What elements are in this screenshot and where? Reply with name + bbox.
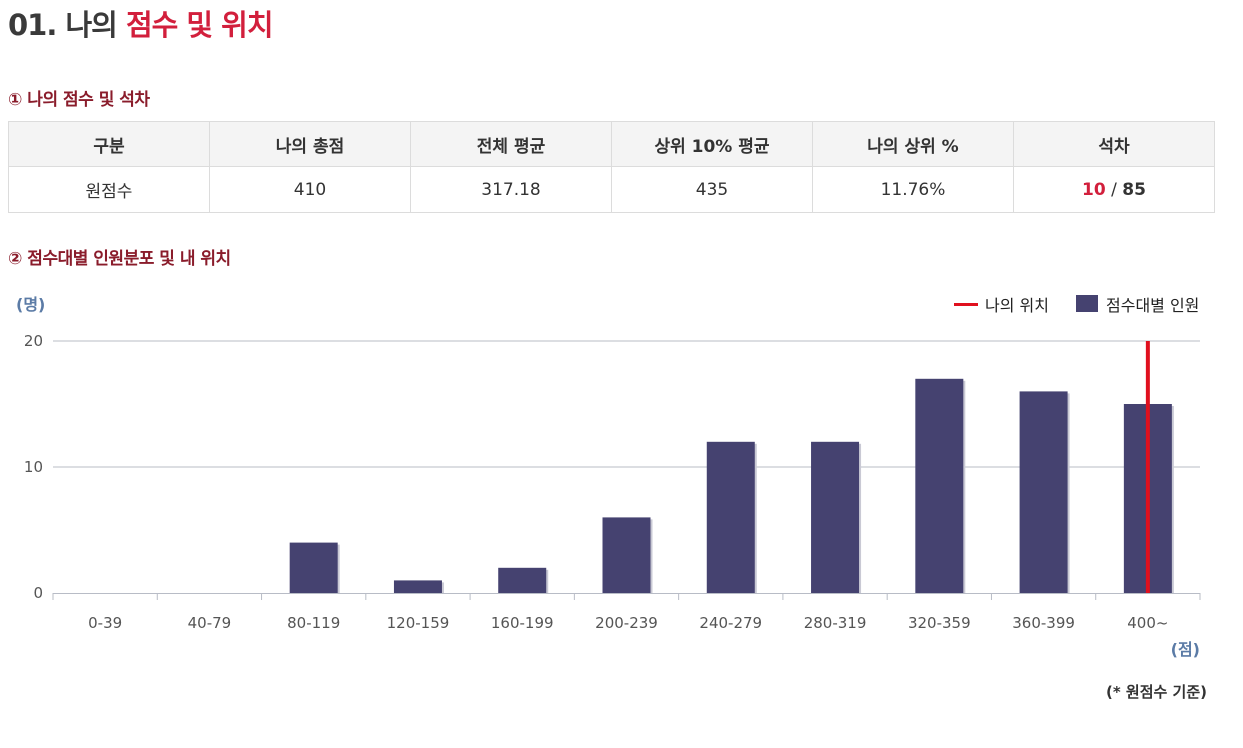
col-header-my-top-pct: 나의 상위 % [812, 121, 1014, 167]
cell-my-total: 410 [209, 166, 411, 213]
x-tick-label: 240-279 [699, 614, 762, 632]
bar [706, 441, 755, 593]
col-header-overall-avg: 전체 평균 [410, 121, 612, 167]
legend-marker-label: 나의 위치 [985, 296, 1049, 315]
x-tick-label: 200-239 [595, 614, 658, 632]
cell-overall-avg: 317.18 [410, 166, 612, 213]
y-tick-label: 10 [24, 458, 43, 476]
col-header-my-total: 나의 총점 [209, 121, 411, 167]
page-title: 01. 나의 점수 및 위치 [8, 2, 274, 44]
x-tick-label: 360-399 [1012, 614, 1075, 632]
bar [498, 567, 547, 593]
x-tick-label: 400~ [1127, 614, 1168, 632]
x-tick-label: 40-79 [188, 614, 232, 632]
rank-separator: / [1105, 179, 1123, 200]
footnote: (* 원점수 기준) [1106, 683, 1207, 701]
y-tick-label: 0 [33, 584, 43, 602]
section-title-score-rank: ① 나의 점수 및 석차 [8, 90, 150, 110]
legend-bar-label: 점수대별 인원 [1106, 296, 1199, 315]
cell-row-label: 원점수 [8, 166, 210, 213]
page-title-accent: 점수 및 위치 [125, 8, 274, 42]
col-header-category: 구분 [8, 121, 210, 167]
col-header-top10-avg: 상위 10% 평균 [611, 121, 813, 167]
y-tick-label: 20 [24, 332, 43, 350]
rank-mine: 10 [1082, 179, 1106, 200]
x-tick-label: 280-319 [804, 614, 867, 632]
cell-top10-avg: 435 [611, 166, 813, 213]
bar [602, 517, 651, 593]
x-tick-label: 160-199 [491, 614, 554, 632]
x-tick-label: 120-159 [387, 614, 450, 632]
score-table: 구분 나의 총점 전체 평균 상위 10% 평균 나의 상위 % 석차 원점수 … [8, 121, 1215, 213]
x-tick-label: 320-359 [908, 614, 971, 632]
col-header-rank: 석차 [1013, 121, 1215, 167]
rank-total: 85 [1122, 179, 1146, 200]
distribution-chart: (명) 0 10 20 0-39 40-79 80-119 120-159 160-199 200… [16, 295, 1201, 659]
page-title-prefix: 01. 나의 [8, 8, 118, 42]
bar [915, 378, 964, 593]
x-tick-label: 0-39 [88, 614, 122, 632]
table-row: 원점수 410 317.18 435 11.76% 10 / 85 [8, 166, 1215, 213]
legend-bar-swatch [1076, 295, 1098, 312]
cell-my-top-pct: 11.76% [812, 166, 1014, 213]
bar [289, 542, 338, 593]
bar [393, 580, 442, 593]
x-tick-label: 80-119 [287, 614, 340, 632]
cell-rank: 10 / 85 [1013, 166, 1215, 213]
x-axis-label: (점) [1171, 640, 1200, 659]
bar [811, 441, 860, 593]
bar [1019, 391, 1068, 593]
table-header-row: 구분 나의 총점 전체 평균 상위 10% 평균 나의 상위 % 석차 [8, 121, 1215, 167]
y-axis-label: (명) [16, 295, 45, 314]
section-title-distribution: ② 점수대별 인원분포 및 내 위치 [8, 249, 231, 269]
